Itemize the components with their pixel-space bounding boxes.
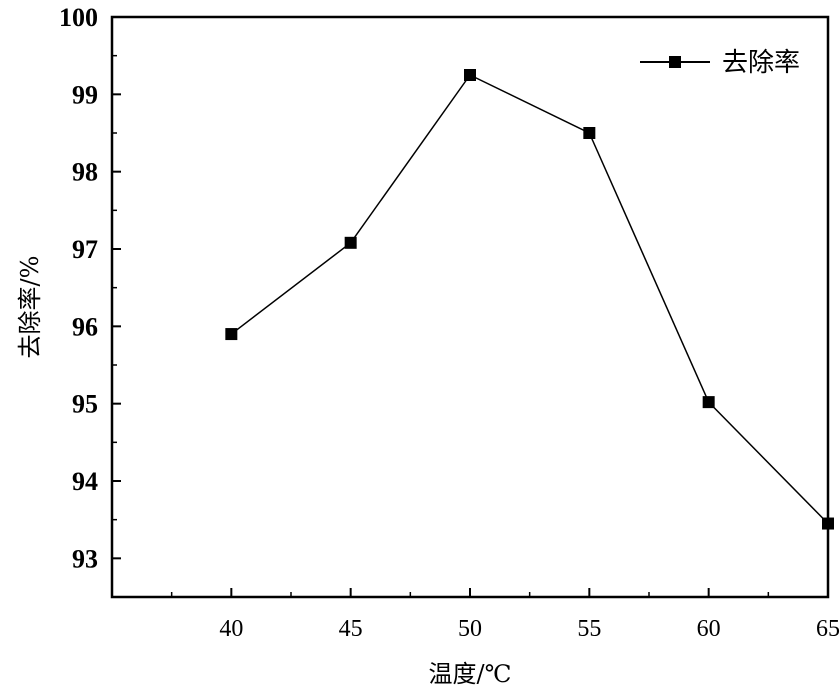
y-axis-title: 去除率/% — [16, 256, 44, 359]
legend: 去除率 — [640, 48, 800, 78]
x-tick-label: 40 — [219, 616, 243, 642]
plot-frame — [110, 15, 830, 599]
x-tick-label: 55 — [577, 616, 601, 642]
y-axis-ticks: 93 94 95 96 97 98 99 100 — [59, 3, 121, 573]
y-tick-label: 95 — [72, 390, 98, 419]
x-axis-ticks: 40 45 50 55 60 65 — [170, 588, 840, 642]
series-line-segment — [350, 74, 471, 244]
data-point — [464, 69, 476, 81]
series-line-segment — [708, 401, 829, 525]
y-tick-label: 94 — [72, 467, 98, 496]
legend-marker — [669, 56, 681, 68]
data-point — [225, 328, 238, 341]
x-tick-label: 60 — [697, 616, 721, 642]
data-point — [344, 236, 357, 249]
x-axis-title: 温度/℃ — [429, 660, 512, 688]
y-tick-label: 98 — [72, 158, 98, 187]
y-tick-label: 100 — [59, 3, 98, 32]
data-point — [583, 127, 596, 139]
x-tick-label: 65 — [816, 616, 840, 642]
x-tick-label: 50 — [458, 616, 482, 642]
legend-label: 去除率 — [722, 48, 800, 78]
x-tick-label: 45 — [339, 616, 363, 642]
series-line-segment — [469, 74, 590, 134]
series-layer — [225, 69, 834, 530]
data-point — [822, 517, 834, 530]
series-line-segment — [588, 132, 710, 403]
data-point — [702, 396, 715, 409]
series-line-segment — [230, 242, 352, 335]
y-tick-label: 96 — [72, 312, 98, 341]
y-tick-label: 93 — [72, 544, 98, 573]
y-tick-label: 97 — [72, 235, 98, 264]
y-tick-label: 99 — [72, 80, 98, 109]
